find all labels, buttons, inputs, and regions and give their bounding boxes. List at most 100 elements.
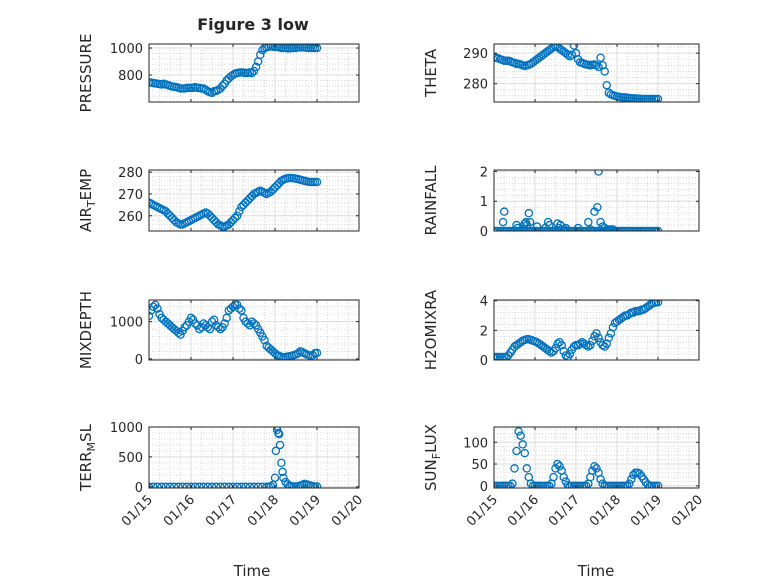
data-point [586,340,595,350]
data-point [627,475,636,484]
y-tick-label: 100 [463,436,488,451]
y-tick-label: 1000 [110,316,143,331]
data-point [582,481,591,488]
axes-box [493,426,700,489]
y-tick-label: 0 [135,353,143,368]
series-markers [149,44,322,98]
data-point [270,473,280,483]
series-markers [494,300,663,360]
data-point [220,319,229,328]
axes-box [493,43,700,103]
data-point [157,482,166,488]
data-point [596,475,605,484]
subplot-air_temp: 260 270 280 AIRTEMP [77,166,360,232]
data-point [271,446,281,456]
data-point [262,44,271,52]
data-point [625,479,634,488]
data-point [277,352,286,360]
data-point [494,481,499,488]
subplot-mixdepth: 0 1000 MIXDEPTH [77,291,360,369]
data-point [516,431,525,440]
data-point [220,482,229,488]
data-point [308,481,318,488]
y-tick-label: 270 [118,188,143,203]
data-point [565,349,575,359]
x-tick-label: 01/19 [287,492,324,529]
data-point [312,177,322,187]
data-point [226,218,236,227]
tick-marks [493,44,700,102]
data-point [245,194,255,203]
data-point [629,470,638,480]
data-point [563,50,573,59]
data-point [549,44,558,52]
data-point [203,209,213,218]
data-point [247,68,257,78]
data-point [592,329,601,338]
data-point [237,306,246,315]
x-tick-label: 01/20 [329,492,366,529]
y-tick-label: 0 [480,354,488,369]
data-point [203,322,213,332]
data-point [510,464,519,473]
data-point [604,333,614,343]
data-point [592,61,601,70]
tick-marks [148,44,360,102]
data-point [600,223,609,231]
data-point [216,482,225,488]
series-markers [149,173,322,231]
y-tick-label: 1000 [110,42,143,57]
data-point [499,207,509,216]
data-point [218,81,227,91]
data-point [178,482,187,488]
data-point [232,211,242,220]
data-point [174,482,183,488]
data-point [153,304,162,313]
data-point [224,482,234,488]
x-tick-label: 01/16 [161,492,198,529]
data-point [222,313,231,323]
data-point [209,315,219,325]
data-point [596,217,605,227]
data-point [520,219,530,228]
data-point [199,482,208,488]
data-point [557,340,566,350]
data-point [270,349,280,358]
y-tick-label: 0 [480,480,488,495]
data-point [195,324,204,334]
data-point [575,339,585,348]
data-point [237,202,246,212]
figure-title: Figure 3 low [197,15,309,34]
data-point [209,215,219,225]
series-markers [494,427,663,488]
data-point [518,440,527,449]
data-point [149,311,154,321]
data-point [285,481,294,488]
x-tick-label: 01/16 [505,492,542,529]
y-axis-label: TERRMSL [77,423,98,492]
data-point [232,482,242,488]
data-point [260,335,269,345]
data-point [180,322,189,332]
data-point [308,350,318,360]
data-point [582,340,591,350]
x-tick-label: 01/18 [245,492,282,529]
data-point [506,481,515,488]
data-point [203,482,213,488]
data-point [190,319,200,328]
data-point [561,351,571,360]
y-tick-label: 1000 [110,421,143,436]
data-point [598,340,607,350]
data-point [653,94,663,102]
data-point [602,80,612,90]
data-point [514,427,523,436]
data-point [549,472,558,482]
data-point [266,187,276,197]
data-point [205,324,215,334]
data-point [653,300,663,307]
data-point [494,53,499,62]
data-point [207,213,217,223]
data-point [161,482,171,488]
data-point [169,482,179,488]
tick-marks [493,427,700,488]
